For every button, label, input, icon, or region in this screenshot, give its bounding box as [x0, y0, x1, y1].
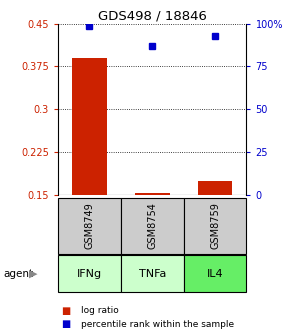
Bar — [135, 193, 170, 195]
Bar — [58, 198, 121, 254]
Bar — [72, 58, 107, 195]
Bar — [184, 198, 246, 254]
Bar — [184, 255, 246, 292]
Text: IFNg: IFNg — [77, 269, 102, 279]
Text: GSM8754: GSM8754 — [147, 203, 157, 249]
Title: GDS498 / 18846: GDS498 / 18846 — [98, 9, 207, 23]
Text: agent: agent — [3, 269, 33, 279]
Bar — [198, 181, 232, 195]
Text: ■: ■ — [61, 319, 70, 329]
Bar — [121, 198, 184, 254]
Text: ▶: ▶ — [29, 269, 38, 279]
Text: ■: ■ — [61, 306, 70, 316]
Text: GSM8759: GSM8759 — [210, 203, 220, 249]
Text: percentile rank within the sample: percentile rank within the sample — [81, 320, 234, 329]
Text: GSM8749: GSM8749 — [84, 203, 95, 249]
Bar — [58, 255, 121, 292]
Bar — [121, 255, 184, 292]
Text: log ratio: log ratio — [81, 306, 119, 315]
Text: TNFa: TNFa — [139, 269, 166, 279]
Text: IL4: IL4 — [207, 269, 223, 279]
